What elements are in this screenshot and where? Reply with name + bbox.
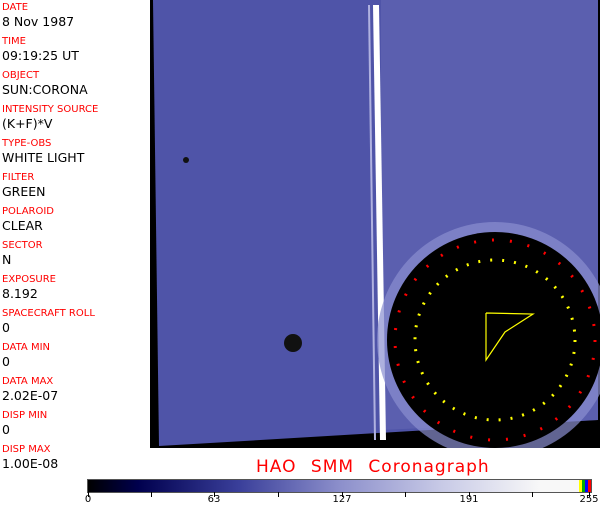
field-value: WHITE LIGHT: [2, 150, 85, 165]
coronagraph-image: [151, 0, 600, 448]
field-intensity-source: INTENSITY SOURCE (K+F)*V: [0, 104, 150, 136]
colorbar-tick: [469, 492, 470, 497]
field-label: DATA MIN: [2, 342, 50, 353]
field-label: SPACECRAFT ROLL: [2, 308, 95, 319]
colorbar-tick-label: 0: [84, 494, 92, 505]
colorbar-tick: [342, 492, 343, 497]
field-disp-min: DISP MIN 0: [0, 410, 150, 442]
colorbar-tick: [532, 492, 533, 497]
field-value: 0: [2, 422, 10, 437]
field-value: 09:19:25 UT: [2, 48, 79, 63]
field-label: DATA MAX: [2, 376, 54, 387]
field-label: DISP MAX: [2, 444, 51, 455]
colorbar-tick: [278, 492, 279, 497]
colorbar-tick-label: 127: [332, 494, 352, 505]
field-data-max: DATA MAX 2.02E-07: [0, 376, 150, 408]
field-exposure: EXPOSURE 8.192: [0, 274, 150, 306]
colorbar-tick: [589, 492, 590, 497]
field-value: 2.02E-07: [2, 388, 59, 403]
field-type-obs: TYPE-OBS WHITE LIGHT: [0, 138, 150, 170]
field-value: 8.192: [2, 286, 38, 301]
colorbar-tick: [88, 492, 89, 497]
field-date: DATE 8 Nov 1987: [0, 2, 150, 34]
field-value: 1.00E-08: [2, 456, 59, 471]
field-value: N: [2, 252, 12, 267]
colorbar-tick: [214, 492, 215, 497]
field-label: POLAROID: [2, 206, 55, 217]
colorbar-tick-label: 191: [459, 494, 479, 505]
field-value: CLEAR: [2, 218, 43, 233]
color-bar: [87, 479, 592, 493]
field-value: 0: [2, 320, 10, 335]
dust-spot: [284, 334, 302, 352]
field-label: SECTOR: [2, 240, 43, 251]
field-sector: SECTOR N: [0, 240, 150, 272]
occulting-disk: [387, 232, 600, 448]
field-label: DISP MIN: [2, 410, 48, 421]
colorbar-tick: [151, 492, 152, 497]
field-label: INTENSITY SOURCE: [2, 104, 99, 115]
metadata-panel: DATE 8 Nov 1987 TIME 09:19:25 UT OBJECT SUN:C…: [0, 0, 151, 471]
field-label: EXPOSURE: [2, 274, 57, 285]
colorbar-tick-label: 63: [207, 494, 221, 505]
colorbar-tick-label: 255: [579, 494, 599, 505]
field-value: 8 Nov 1987: [2, 14, 75, 29]
field-label: TIME: [2, 36, 27, 47]
field-value: (K+F)*V: [2, 116, 53, 131]
field-object: OBJECT SUN:CORONA: [0, 70, 150, 102]
instrument-title: HAO SMM Coronagraph: [256, 457, 490, 477]
sector-outline: [485, 312, 535, 362]
field-polaroid: POLAROID CLEAR: [0, 206, 150, 238]
solar-limb-marker: [413, 258, 577, 422]
field-time: TIME 09:19:25 UT: [0, 36, 150, 68]
field-label: TYPE-OBS: [2, 138, 52, 149]
field-data-min: DATA MIN 0: [0, 342, 150, 374]
field-filter: FILTER GREEN: [0, 172, 150, 204]
field-value: GREEN: [2, 184, 46, 199]
field-spacecraft-roll: SPACECRAFT ROLL 0: [0, 308, 150, 340]
field-label: FILTER: [2, 172, 35, 183]
field-label: OBJECT: [2, 70, 40, 81]
field-value: 0: [2, 354, 10, 369]
field-label: DATE: [2, 2, 29, 13]
field-disp-max: DISP MAX 1.00E-08: [0, 444, 150, 476]
field-value: SUN:CORONA: [2, 82, 88, 97]
colorbar-tick: [405, 492, 406, 497]
